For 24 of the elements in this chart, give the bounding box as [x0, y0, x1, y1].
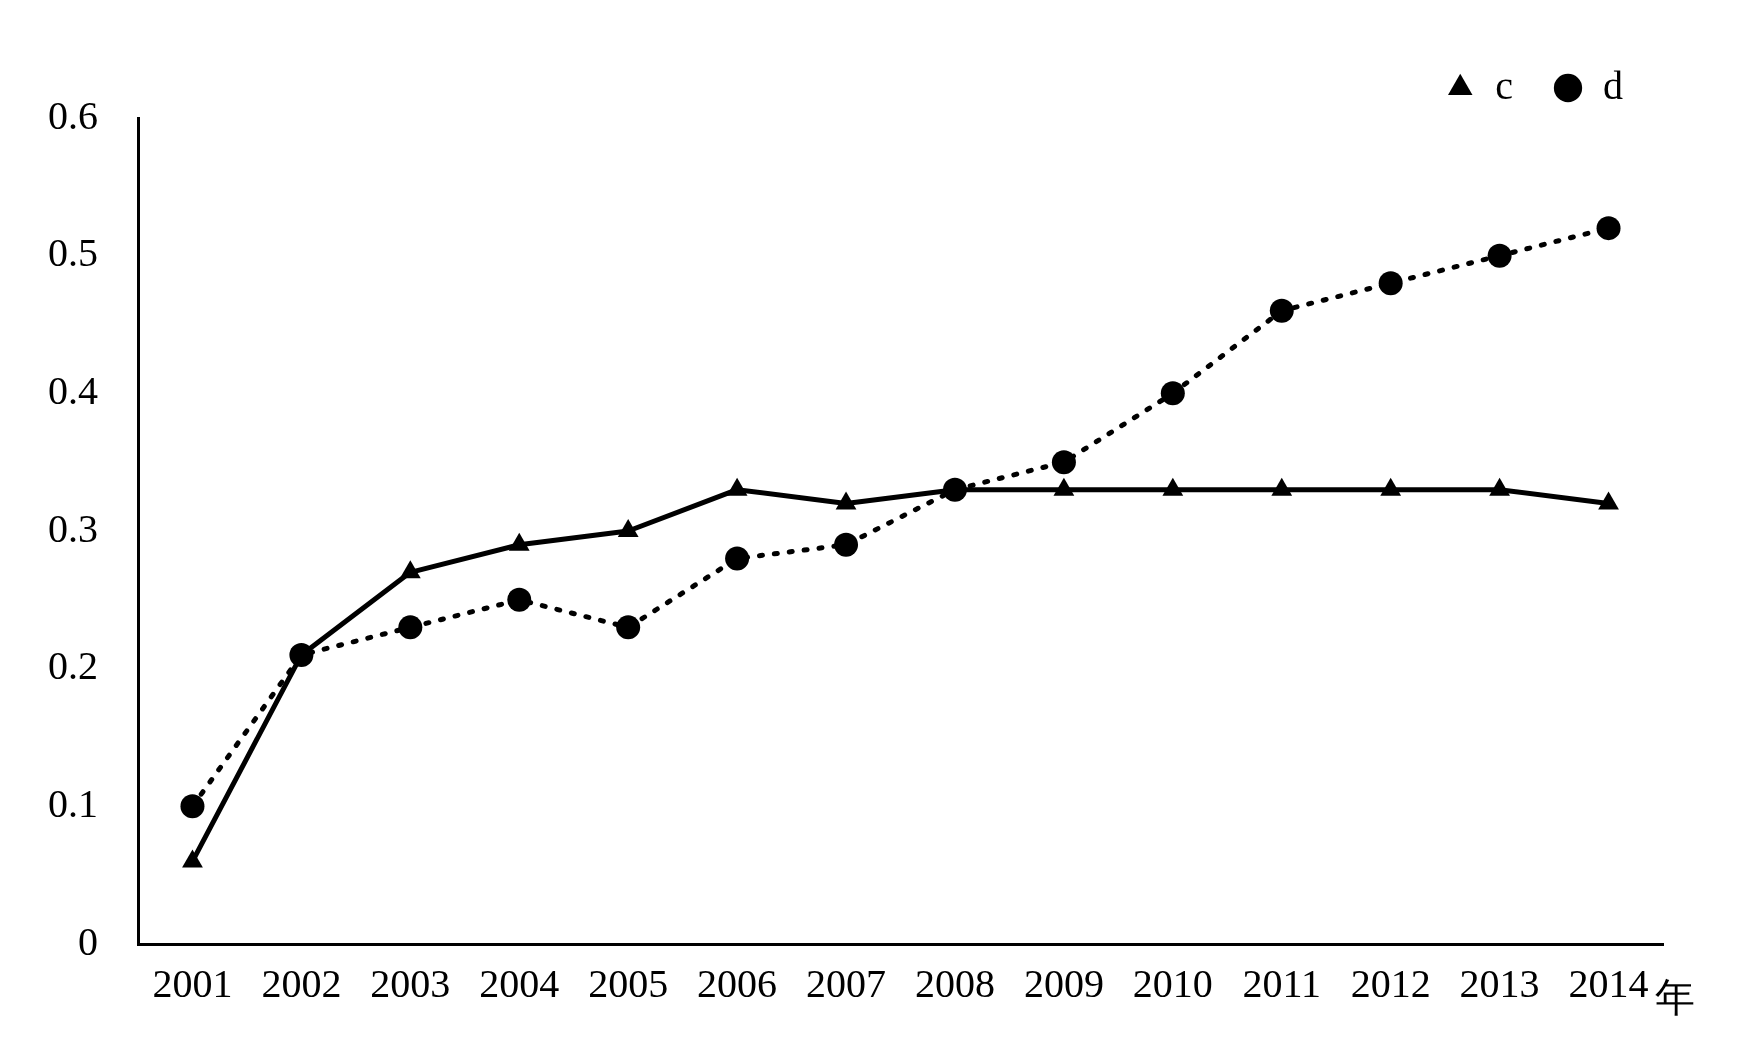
y-tick-label: 0.5 [48, 230, 98, 276]
x-tick-label: 2003 [370, 960, 451, 1006]
x-tick-label: 2008 [914, 960, 995, 1006]
x-tick-label: 2009 [1023, 960, 1104, 1006]
x-tick-label: 2005 [588, 960, 669, 1006]
legend-label: d [1603, 62, 1623, 108]
y-tick-label: 0.2 [48, 643, 98, 689]
x-tick-label: 2001 [152, 960, 233, 1006]
x-tick-label: 2006 [697, 960, 778, 1006]
y-tick-label: 0.1 [48, 780, 98, 826]
x-tick-label: 2014 [1568, 960, 1649, 1006]
y-tick-label: 0 [78, 918, 98, 964]
x-tick-label: 2011 [1242, 960, 1322, 1006]
x-tick-label: 2010 [1132, 960, 1213, 1006]
x-tick-label: 2007 [806, 960, 887, 1006]
x-tick-label: 2002 [261, 960, 342, 1006]
x-tick-label: 2013 [1459, 960, 1540, 1006]
x-axis-title: 年 [1654, 974, 1695, 1020]
y-tick-label: 0.4 [48, 367, 98, 413]
y-tick-label: 0.3 [48, 505, 98, 551]
legend-label: c [1495, 62, 1514, 108]
y-tick-label: 0.6 [48, 92, 98, 138]
x-tick-label: 2012 [1350, 960, 1431, 1006]
x-tick-label: 2004 [479, 960, 560, 1006]
